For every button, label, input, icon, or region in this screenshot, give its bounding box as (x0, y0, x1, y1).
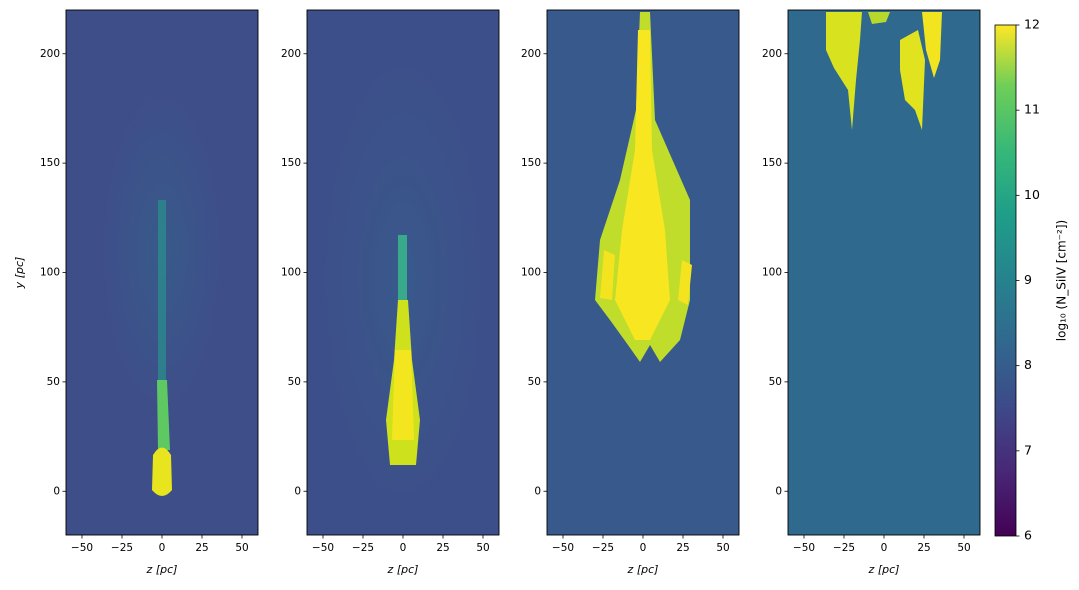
x-tick-label: 0 (400, 542, 407, 554)
y-tick-label: 150 (762, 157, 782, 169)
x-tick-label: 25 (195, 542, 208, 554)
x-tick-label: −50 (793, 542, 815, 554)
y-tick-label: 100 (521, 267, 541, 279)
x-tick-label: −25 (352, 542, 374, 554)
image-field (788, 10, 980, 535)
x-tick-label: 25 (917, 542, 930, 554)
colorbar-tick-label: 8 (1024, 357, 1032, 372)
x-tick-label: −25 (833, 542, 855, 554)
x-tick-label: 25 (676, 542, 689, 554)
x-tick-label: 0 (159, 542, 166, 554)
colorbar-tick-label: 6 (1024, 528, 1032, 543)
y-tick-label: 0 (775, 485, 782, 497)
x-tick-label: 0 (640, 542, 647, 554)
y-tick-label: 50 (528, 376, 541, 388)
y-tick-label: 150 (40, 157, 60, 169)
y-tick-label: 150 (521, 157, 541, 169)
y-tick-label: 0 (294, 485, 301, 497)
x-tick-label: −25 (592, 542, 614, 554)
x-tick-label: −50 (552, 542, 574, 554)
x-axis-label: z [pc] (387, 563, 419, 576)
y-tick-label: 0 (53, 485, 60, 497)
colorbar: 6 7 8 9 10 11 12 log₁₀ (N_SiIV [cm⁻²]) (994, 17, 1069, 543)
colorbar-label: log₁₀ (N_SiIV [cm⁻²]) (1055, 220, 1069, 341)
y-tick-label: 50 (288, 376, 301, 388)
x-tick-label: −50 (71, 542, 93, 554)
y-tick-label: 200 (40, 48, 60, 60)
x-tick-label: 50 (476, 542, 489, 554)
x-axis-label: z [pc] (146, 563, 178, 576)
y-tick-label: 100 (40, 267, 60, 279)
x-axis-label: z [pc] (868, 563, 900, 576)
x-tick-label: 0 (881, 542, 888, 554)
y-tick-label: 0 (534, 485, 541, 497)
colorbar-tick-label: 10 (1024, 187, 1040, 202)
colorbar-gradient (994, 24, 1017, 537)
x-tick-label: 50 (716, 542, 729, 554)
y-tick-label: 200 (521, 48, 541, 60)
y-tick-label: 100 (281, 267, 301, 279)
y-tick-label: 200 (281, 48, 301, 60)
x-tick-label: −50 (312, 542, 334, 554)
colorbar-tick-label: 11 (1024, 102, 1040, 117)
x-tick-label: 50 (235, 542, 248, 554)
x-tick-label: 50 (957, 542, 970, 554)
y-tick-label: 50 (769, 376, 782, 388)
x-axis-label: z [pc] (627, 563, 659, 576)
colorbar-tick-label: 7 (1024, 442, 1032, 457)
y-tick-label: 150 (281, 157, 301, 169)
y-axis-label: y [pc] (13, 257, 26, 290)
y-tick-label: 50 (47, 376, 60, 388)
x-tick-label: −25 (111, 542, 133, 554)
y-tick-label: 200 (762, 48, 782, 60)
plume-shapes (102, 12, 942, 500)
x-tick-label: 25 (436, 542, 449, 554)
colorbar-tick-label: 12 (1024, 17, 1040, 32)
y-tick-label: 100 (762, 267, 782, 279)
colorbar-tick-label: 9 (1024, 272, 1032, 287)
